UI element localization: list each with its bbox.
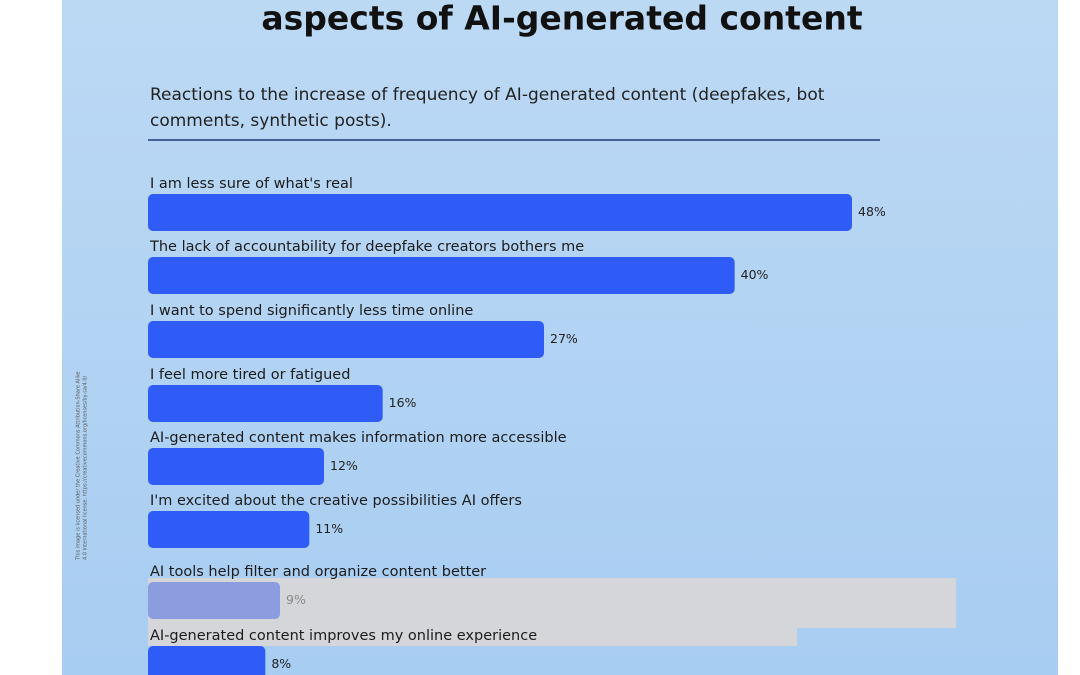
chart-title: aspects of AI-generated content <box>261 0 862 38</box>
bar <box>148 448 324 485</box>
value-label: 9% <box>286 592 306 607</box>
bar <box>148 194 852 231</box>
bar <box>148 385 383 422</box>
license: This image is licensed under the Creativ… <box>76 372 89 562</box>
category-label: AI-generated content makes information m… <box>150 430 567 446</box>
value-label: 8% <box>271 656 291 671</box>
selection-overlay <box>148 628 797 646</box>
license-text: This image is licensed under the Creativ… <box>76 372 82 562</box>
value-label: 48% <box>858 204 886 219</box>
subtitle: comments, synthetic posts). <box>150 111 392 131</box>
category-label: I am less sure of what's real <box>150 176 353 192</box>
selection-overlay <box>148 578 956 628</box>
bar <box>148 511 310 548</box>
value-label: 12% <box>330 458 358 473</box>
license-text: 4.0 International license. https://creat… <box>83 375 89 560</box>
value-label: 27% <box>550 331 578 346</box>
bar <box>148 582 280 619</box>
category-label: AI-generated content improves my online … <box>150 628 537 644</box>
category-label: I want to spend significantly less time … <box>150 303 473 319</box>
bar <box>148 257 735 294</box>
category-label: The lack of accountability for deepfake … <box>149 239 584 255</box>
value-label: 40% <box>741 267 769 282</box>
bar <box>148 321 544 358</box>
category-label: AI tools help filter and organize conten… <box>150 564 486 580</box>
category-label: I'm excited about the creative possibili… <box>150 493 522 509</box>
bar <box>148 646 266 675</box>
subtitle: Reactions to the increase of frequency o… <box>150 85 825 105</box>
value-label: 16% <box>389 395 417 410</box>
value-label: 11% <box>315 521 343 536</box>
category-label: I feel more tired or fatigued <box>150 367 350 383</box>
